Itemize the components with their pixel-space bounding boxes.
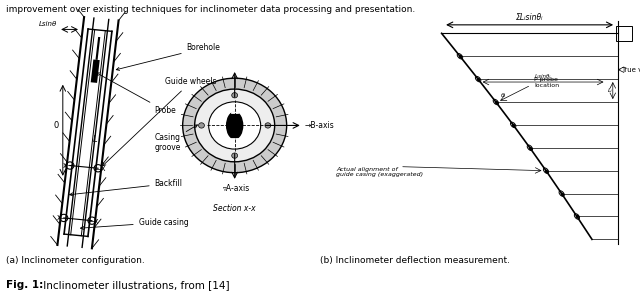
- Ellipse shape: [493, 99, 499, 105]
- Text: ΣLᵢsinθᵢ: ΣLᵢsinθᵢ: [516, 13, 543, 22]
- Text: L: L: [93, 135, 97, 144]
- Text: x: x: [57, 213, 61, 222]
- Text: Guide wheels: Guide wheels: [102, 77, 217, 166]
- Circle shape: [232, 93, 237, 98]
- Text: Guide casing: Guide casing: [81, 218, 188, 229]
- Text: (b) Inclinometer deflection measurement.: (b) Inclinometer deflection measurement.: [320, 256, 510, 265]
- Text: Backfill: Backfill: [70, 179, 182, 196]
- Text: P probe
location: P probe location: [534, 77, 559, 88]
- Text: →B-axis: →B-axis: [305, 121, 335, 130]
- Text: improvement over existing techniques for inclinometer data processing and presen: improvement over existing techniques for…: [6, 5, 415, 14]
- Text: Lᵢsinθᵢ: Lᵢsinθᵢ: [535, 74, 551, 79]
- Text: Inclinometer illustrations, from [14]: Inclinometer illustrations, from [14]: [40, 280, 229, 290]
- Ellipse shape: [457, 54, 463, 59]
- Text: Lsinθ: Lsinθ: [38, 21, 57, 27]
- Text: Probe: Probe: [97, 73, 177, 115]
- Ellipse shape: [227, 112, 243, 139]
- Circle shape: [265, 123, 271, 128]
- Text: x: x: [94, 217, 99, 226]
- Text: Fig. 1:: Fig. 1:: [6, 280, 44, 290]
- Text: ▿A-axis: ▿A-axis: [223, 184, 250, 193]
- Circle shape: [232, 153, 237, 158]
- Circle shape: [198, 123, 204, 128]
- Bar: [616, 26, 632, 41]
- Text: Lᵢ: Lᵢ: [607, 88, 612, 93]
- Ellipse shape: [476, 76, 481, 82]
- Circle shape: [195, 89, 275, 162]
- Circle shape: [182, 78, 287, 173]
- Text: Borehole: Borehole: [116, 43, 221, 70]
- Text: (a) Inclinometer configuration.: (a) Inclinometer configuration.: [6, 256, 145, 265]
- Ellipse shape: [511, 122, 516, 128]
- Text: x: x: [100, 164, 105, 173]
- Ellipse shape: [527, 145, 532, 151]
- Ellipse shape: [543, 168, 548, 173]
- Circle shape: [209, 102, 260, 149]
- Text: Actual alignment of
guide casing (exaggerated): Actual alignment of guide casing (exagge…: [336, 167, 423, 178]
- Text: Casing
groove: Casing groove: [155, 125, 198, 152]
- Ellipse shape: [574, 214, 579, 219]
- Text: θᵢ: θᵢ: [500, 93, 506, 98]
- Text: 0: 0: [54, 121, 59, 130]
- Text: x: x: [63, 161, 68, 170]
- Text: True vertical: True vertical: [621, 67, 640, 73]
- Ellipse shape: [559, 191, 564, 196]
- Text: Section x-x: Section x-x: [213, 204, 256, 213]
- Polygon shape: [95, 37, 100, 60]
- Polygon shape: [91, 59, 100, 83]
